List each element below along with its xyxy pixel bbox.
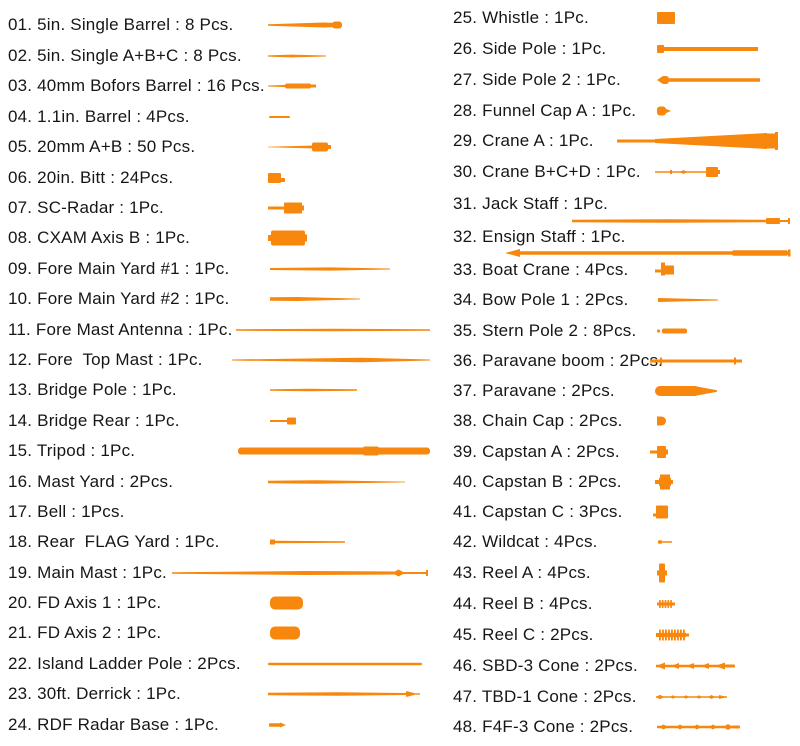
part-label-10: 10. Fore Main Yard #2 : 1Pc. (8, 289, 230, 308)
part-30-shape-illustration (655, 167, 720, 177)
part-42-shape-illustration (658, 540, 672, 544)
part-25-shape-illustration (657, 12, 675, 24)
part-11-shape-illustration (236, 328, 430, 332)
part-44-shape-illustration (657, 600, 675, 608)
part-23-shape-illustration (268, 691, 420, 697)
part-05-shape-illustration (268, 142, 331, 152)
part-32-shape-illustration (505, 249, 791, 257)
part-label-44: 44. Reel B : 4Pcs. (453, 594, 593, 613)
part-14-shape-illustration (270, 417, 296, 425)
part-label-02: 02. 5in. Single A+B+C : 8 Pcs. (8, 46, 242, 65)
part-13-shape-illustration (270, 388, 357, 392)
part-label-43: 43. Reel A : 4Pcs. (453, 563, 591, 582)
part-12-shape-illustration (232, 357, 430, 363)
part-label-42: 42. Wildcat : 4Pcs. (453, 532, 598, 551)
part-label-01: 01. 5in. Single Barrel : 8 Pcs. (8, 15, 234, 34)
part-label-39: 39. Capstan A : 2Pcs. (453, 442, 620, 461)
part-label-36: 36. Paravane boom : 2Pcs. (453, 351, 664, 370)
part-label-34: 34. Bow Pole 1 : 2Pcs. (453, 290, 629, 309)
part-22-shape-illustration (268, 662, 422, 666)
part-06-shape-illustration (268, 173, 285, 183)
part-label-21: 21. FD Axis 2 : 1Pc. (8, 623, 162, 642)
part-20-shape-illustration (270, 596, 303, 610)
part-31-shape-illustration (572, 218, 790, 224)
part-36-shape-illustration (650, 357, 742, 365)
part-34-shape-illustration (658, 298, 718, 302)
part-43-shape-illustration (657, 563, 667, 583)
part-label-17: 17. Bell : 1Pcs. (8, 502, 125, 521)
part-29-shape-illustration (617, 132, 778, 150)
part-label-37: 37. Paravane : 2Pcs. (453, 381, 615, 400)
part-01-shape-illustration (268, 21, 342, 29)
part-18-shape-illustration (270, 539, 345, 545)
part-label-28: 28. Funnel Cap A : 1Pc. (453, 101, 637, 120)
part-16-shape-illustration (268, 480, 405, 484)
part-08-shape-illustration (268, 230, 307, 246)
part-label-23: 23. 30ft. Derrick : 1Pc. (8, 684, 181, 703)
part-48-shape-illustration (657, 724, 740, 730)
part-label-26: 26. Side Pole : 1Pc. (453, 39, 607, 58)
part-label-14: 14. Bridge Rear : 1Pc. (8, 411, 180, 430)
part-24-shape-illustration (269, 722, 286, 728)
part-47-shape-illustration (656, 694, 727, 700)
part-10-shape-illustration (270, 297, 360, 301)
part-label-47: 47. TBD-1 Cone : 2Pcs. (453, 687, 637, 706)
part-label-24: 24. RDF Radar Base : 1Pc. (8, 715, 219, 734)
part-02-shape-illustration (268, 54, 326, 58)
part-label-07: 07. SC-Radar : 1Pc. (8, 198, 164, 217)
part-label-04: 04. 1.1in. Barrel : 4Pcs. (8, 107, 190, 126)
part-label-25: 25. Whistle : 1Pc. (453, 8, 589, 27)
part-45-shape-illustration (656, 629, 689, 641)
part-label-03: 03. 40mm Bofors Barrel : 16 Pcs. (8, 76, 265, 95)
part-03-shape-illustration (268, 83, 316, 89)
part-41-shape-illustration (653, 505, 668, 519)
part-40-shape-illustration (655, 474, 673, 490)
part-label-12: 12. Fore Top Mast : 1Pc. (8, 350, 203, 369)
part-label-13: 13. Bridge Pole : 1Pc. (8, 380, 177, 399)
part-label-30: 30. Crane B+C+D : 1Pc. (453, 162, 641, 181)
part-label-22: 22. Island Ladder Pole : 2Pcs. (8, 654, 241, 673)
part-07-shape-illustration (268, 202, 304, 214)
part-label-18: 18. Rear FLAG Yard : 1Pc. (8, 532, 220, 551)
part-09-shape-illustration (270, 267, 390, 271)
part-label-31: 31. Jack Staff : 1Pc. (453, 194, 609, 213)
part-label-19: 19. Main Mast : 1Pc. (8, 563, 167, 582)
part-label-32: 32. Ensign Staff : 1Pc. (453, 227, 626, 246)
part-19-shape-illustration (172, 569, 428, 577)
part-label-08: 08. CXAM Axis B : 1Pc. (8, 228, 191, 247)
part-label-41: 41. Capstan C : 3Pcs. (453, 502, 623, 521)
part-26-shape-illustration (657, 45, 758, 53)
part-38-shape-illustration (657, 416, 666, 426)
part-label-33: 33. Boat Crane : 4Pcs. (453, 260, 629, 279)
part-35-shape-illustration (657, 328, 687, 334)
part-label-27: 27. Side Pole 2 : 1Pc. (453, 70, 621, 89)
part-39-shape-illustration (650, 446, 668, 458)
part-label-45: 45. Reel C : 2Pcs. (453, 625, 594, 644)
part-label-09: 09. Fore Main Yard #1 : 1Pc. (8, 259, 230, 278)
part-33-shape-illustration (655, 262, 674, 276)
part-label-40: 40. Capstan B : 2Pcs. (453, 472, 622, 491)
part-label-48: 48. F4F-3 Cone : 2Pcs. (453, 717, 634, 736)
part-label-06: 06. 20in. Bitt : 24Pcs. (8, 168, 174, 187)
part-27-shape-illustration (657, 76, 760, 84)
part-label-29: 29. Crane A : 1Pc. (453, 131, 594, 150)
part-label-16: 16. Mast Yard : 2Pcs. (8, 472, 174, 491)
part-label-35: 35. Stern Pole 2 : 8Pcs. (453, 321, 637, 340)
part-37-shape-illustration (655, 386, 717, 396)
part-label-15: 15. Tripod : 1Pc. (8, 441, 136, 460)
part-label-38: 38. Chain Cap : 2Pcs. (453, 411, 623, 430)
part-04-shape-illustration (269, 116, 290, 118)
part-label-46: 46. SBD-3 Cone : 2Pcs. (453, 656, 638, 675)
part-label-11: 11. Fore Mast Antenna : 1Pc. (8, 320, 233, 339)
part-21-shape-illustration (270, 626, 300, 640)
part-15-shape-illustration (238, 446, 430, 456)
part-label-05: 05. 20mm A+B : 50 Pcs. (8, 137, 196, 156)
part-46-shape-illustration (656, 662, 735, 670)
part-label-20: 20. FD Axis 1 : 1Pc. (8, 593, 162, 612)
part-28-shape-illustration (657, 106, 671, 116)
